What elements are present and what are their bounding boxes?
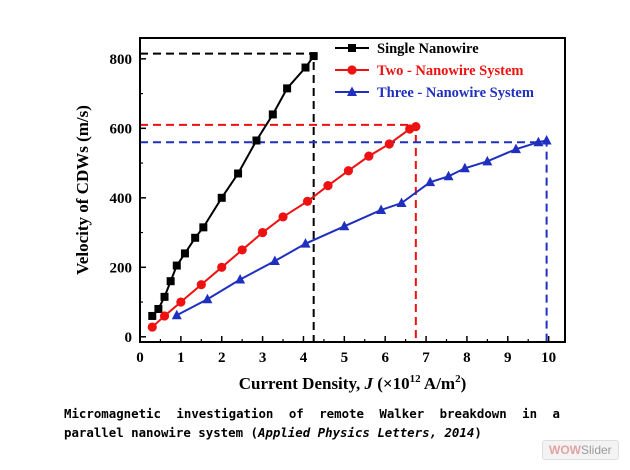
- data-point: [172, 261, 181, 270]
- y-tick-label: 200: [110, 260, 133, 276]
- series-1: [148, 52, 318, 320]
- data-point: [217, 262, 227, 272]
- data-point: [510, 143, 521, 154]
- data-point: [148, 311, 157, 320]
- x-tick-label: 10: [541, 350, 556, 366]
- data-point: [339, 220, 350, 231]
- data-point: [160, 292, 169, 301]
- legend-marker: [347, 65, 357, 75]
- data-point: [459, 162, 470, 173]
- data-point: [237, 245, 247, 255]
- x-tick-label: 2: [218, 350, 226, 366]
- x-tick-label: 8: [463, 350, 471, 366]
- reference-line-2: [140, 123, 417, 342]
- data-point: [257, 227, 268, 238]
- data-point: [482, 155, 493, 166]
- legend-label: Single Nanowire: [377, 41, 479, 57]
- x-tick-label: 4: [300, 350, 308, 366]
- caption-line-1: Micromagnetic investigation of remote Wa…: [64, 406, 560, 421]
- x-tick-label: 7: [422, 350, 430, 366]
- series-3: [171, 134, 552, 320]
- x-tick-label: 0: [136, 350, 144, 366]
- data-point: [364, 151, 374, 161]
- data-point: [147, 322, 157, 332]
- reference-line-3: [140, 141, 548, 342]
- x-tick-label: 3: [259, 350, 267, 366]
- legend-label: Two - Nanowire System: [377, 63, 523, 79]
- series-line: [151, 125, 417, 328]
- y-tick-label: 0: [125, 330, 133, 346]
- data-point: [252, 136, 261, 145]
- x-tick-label: 1: [177, 350, 185, 366]
- figure-caption: Micromagnetic investigation of remote Wa…: [64, 404, 560, 442]
- y-tick-label: 400: [110, 191, 133, 207]
- x-tick-label: 9: [504, 350, 512, 366]
- data-point: [196, 280, 206, 290]
- plot-area: [139, 37, 566, 343]
- x-axis-label: Current Density, J (×1012 A/m2): [239, 373, 467, 393]
- data-point: [234, 169, 243, 178]
- data-point: [309, 52, 318, 61]
- data-point: [166, 277, 175, 286]
- data-point: [278, 212, 288, 222]
- data-point: [301, 63, 310, 72]
- series-2: [147, 121, 421, 332]
- data-point: [268, 110, 277, 119]
- x-tick-label: 6: [381, 350, 389, 366]
- series-line: [151, 55, 315, 317]
- data-point: [384, 139, 394, 149]
- data-point: [302, 196, 313, 206]
- legend: Single Nanowire Two - Nanowire System Thre…: [335, 41, 534, 101]
- data-point: [323, 181, 333, 191]
- wowslider-watermark: WOWSlider: [542, 440, 619, 460]
- chart: 0 1 2 3 4 5 6 7 8 9 10 0 200 400 600 800 Single Nanowir…: [73, 37, 566, 393]
- data-point: [191, 233, 200, 242]
- data-point: [411, 121, 421, 132]
- data-point: [443, 170, 454, 181]
- data-point: [533, 136, 544, 147]
- data-point: [217, 193, 226, 202]
- caption-line-2: parallel nanowire system (Applied Physic…: [64, 425, 482, 440]
- data-point: [376, 204, 387, 214]
- data-point: [425, 176, 436, 187]
- data-point: [159, 311, 170, 321]
- data-point: [300, 238, 311, 248]
- y-tick-label: 800: [110, 52, 133, 68]
- data-point: [176, 297, 186, 307]
- data-point: [283, 84, 292, 93]
- y-axis-label: Velocity of CDWs (m/s): [73, 105, 92, 275]
- y-tick-label: 600: [110, 121, 133, 137]
- data-point: [154, 304, 163, 313]
- data-point: [202, 293, 213, 304]
- series-line: [176, 139, 547, 317]
- data-point: [171, 309, 182, 320]
- x-tick-label: 5: [341, 350, 349, 366]
- legend-label: Three - Nanowire System: [377, 85, 534, 101]
- data-point: [541, 134, 552, 145]
- data-point: [180, 249, 189, 258]
- legend-marker: [347, 86, 357, 96]
- data-point: [269, 255, 280, 266]
- data-point: [235, 273, 246, 284]
- legend-marker: [348, 44, 356, 52]
- data-point: [396, 197, 407, 208]
- data-point: [343, 166, 354, 176]
- data-point: [199, 223, 208, 232]
